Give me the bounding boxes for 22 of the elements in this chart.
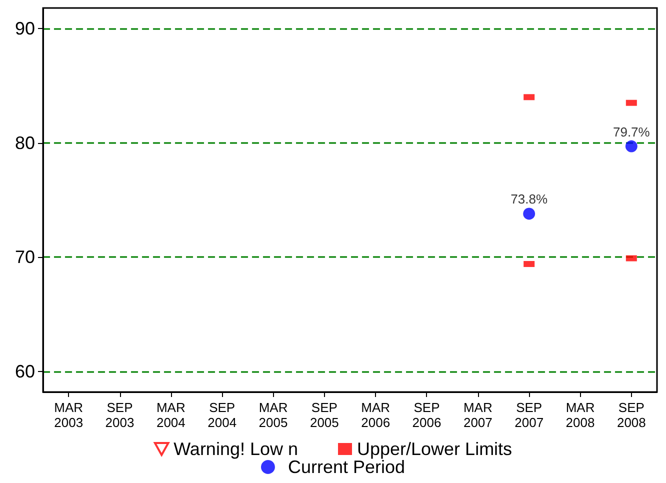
x-tick-label: MAR 2003 [54, 400, 84, 430]
y-tick-label: 70 [14, 247, 35, 268]
x-tick-label: MAR 2008 [566, 400, 595, 430]
x-tick-label: MAR 2005 [258, 400, 288, 430]
x-tick-label: MAR 2006 [361, 400, 390, 430]
x-tick-label: MAR 2004 [156, 400, 186, 430]
point [625, 140, 638, 152]
x-tick-label: SEP 2008 [616, 400, 646, 430]
legend-label: Warning! Low n [174, 439, 298, 459]
data-label: 79.7% [612, 124, 650, 140]
x-tick-label: SEP 2006 [412, 400, 442, 430]
legend-label: Upper/Lower Limits [357, 439, 512, 459]
data-label: 73.8% [510, 192, 548, 207]
x-tick-label: MAR 2007 [463, 400, 492, 430]
x-tick-label: SEP 2004 [208, 400, 237, 430]
y-tick-label: 60 [14, 361, 35, 382]
point [523, 208, 536, 220]
y-tick-label: 90 [14, 18, 35, 39]
y-tick-label: 80 [14, 132, 35, 153]
x-tick-label: SEP 2007 [514, 400, 544, 430]
x-tick-label: SEP 2003 [105, 400, 134, 430]
x-tick-label: SEP 2005 [310, 400, 339, 430]
